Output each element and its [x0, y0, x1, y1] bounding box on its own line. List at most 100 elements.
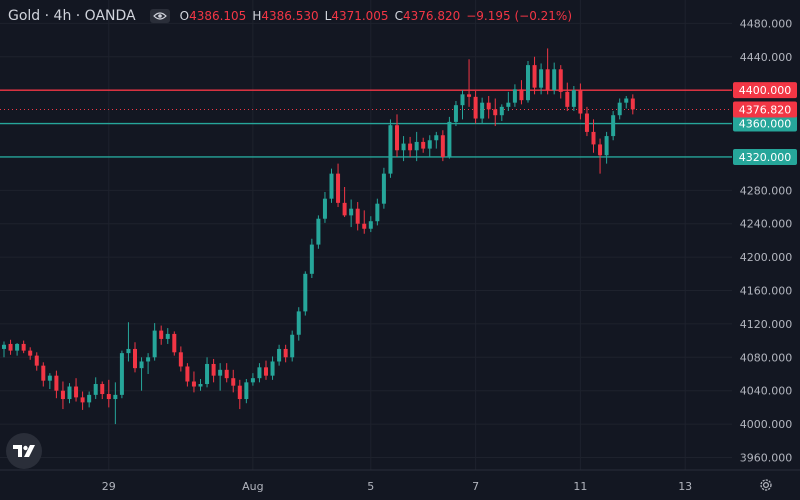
price-badges: 4400.000 4360.000 4320.000 4376.820: [733, 82, 797, 165]
ohlc-values: O 4386.105 H 4386.530 L 4371.005 C 4376.820 …: [180, 9, 572, 23]
candle-up: [349, 208, 354, 216]
candle-down: [591, 131, 596, 145]
time-tick-label: Aug: [242, 480, 263, 493]
candle-up: [47, 375, 52, 381]
candle-down: [224, 369, 229, 379]
candle-up: [113, 394, 118, 400]
candle-down: [8, 343, 13, 351]
high-value: 4386.530: [261, 9, 319, 23]
low-label: L: [324, 9, 332, 23]
level-price-badge-background: [733, 115, 797, 132]
candle-down: [362, 223, 367, 229]
candle-down: [34, 355, 39, 366]
candle-down: [172, 333, 177, 353]
candle-up: [93, 384, 98, 395]
close-label: C: [394, 9, 403, 23]
price-tick-label: 4120.000: [740, 318, 793, 331]
candle-up: [526, 65, 530, 101]
candle-down: [584, 113, 589, 132]
candle-down: [408, 143, 413, 151]
candle-up: [198, 384, 203, 387]
candle-down: [545, 69, 550, 91]
candle-down: [558, 69, 563, 92]
candle-down: [493, 109, 498, 116]
grid: [0, 0, 732, 470]
candle-up: [453, 105, 458, 122]
candle-down: [440, 135, 445, 157]
price-tick-label: 4040.000: [740, 385, 793, 398]
candle-up: [244, 382, 249, 400]
candle-down: [41, 365, 46, 381]
horizontal-levels[interactable]: [0, 89, 732, 158]
candle-up: [119, 353, 124, 395]
candle-up: [414, 141, 419, 151]
candle-up: [427, 140, 432, 149]
candle-up: [368, 221, 373, 229]
candle-down: [532, 65, 537, 88]
candle-down: [21, 343, 26, 351]
candle-up: [506, 102, 511, 107]
candle-down: [178, 352, 183, 367]
candle-up: [139, 361, 144, 369]
candle-down: [467, 94, 472, 97]
candle-up: [611, 115, 616, 137]
candle-down: [28, 350, 33, 356]
price-tick-label: 4200.000: [740, 251, 793, 264]
candle-down: [519, 89, 524, 101]
level-price-badge: 4360.000: [739, 118, 792, 131]
candle-up: [512, 89, 517, 103]
candle-down: [578, 90, 583, 114]
candle-up: [250, 378, 255, 383]
candle-down: [630, 98, 635, 110]
time-axis[interactable]: [0, 470, 800, 500]
candle-down: [565, 91, 570, 107]
candle-down: [342, 202, 347, 216]
symbol-title[interactable]: Gold · 4h · OANDA: [8, 8, 136, 24]
candle-down: [80, 397, 85, 403]
open-value: 4386.105: [189, 9, 247, 23]
candle-up: [316, 218, 321, 245]
time-tick-label: 29: [102, 480, 116, 493]
candles: [2, 48, 635, 425]
candle-up: [257, 367, 262, 379]
candle-up: [67, 386, 72, 400]
candle-down: [355, 208, 360, 224]
candle-up: [15, 343, 20, 351]
open-label: O: [179, 9, 190, 23]
candle-down: [191, 381, 196, 387]
candle-up: [375, 203, 380, 222]
time-tick-label: 13: [678, 480, 692, 493]
tradingview-logo-icon[interactable]: [6, 433, 42, 469]
candle-up: [87, 394, 92, 403]
candle-down: [74, 386, 79, 398]
time-axis-labels: 29 Aug 5 7 11 13: [102, 480, 692, 493]
candle-down: [283, 348, 288, 358]
price-tick-label: 4480.000: [740, 17, 793, 30]
candle-up: [152, 330, 157, 358]
candle-up: [309, 244, 314, 274]
candle-down: [336, 173, 341, 203]
candle-up: [552, 69, 557, 91]
candle-up: [218, 369, 223, 376]
candle-up: [303, 273, 308, 312]
candle-up: [290, 334, 295, 358]
candle-up: [460, 94, 465, 106]
price-tick-label: 4280.000: [740, 184, 793, 197]
candle-up: [165, 333, 170, 339]
candle-up: [401, 143, 406, 151]
candle-up: [447, 121, 452, 157]
high-label: H: [252, 9, 262, 23]
candle-up: [539, 69, 544, 88]
candle-up: [571, 90, 576, 107]
candle-up: [480, 102, 485, 119]
candle-down: [211, 363, 216, 376]
candle-down: [100, 384, 105, 395]
candle-down: [395, 125, 399, 151]
gear-icon[interactable]: [758, 477, 774, 493]
candle-up: [434, 135, 439, 141]
candle-down: [264, 367, 268, 376]
candle-up: [617, 102, 622, 116]
eye-icon[interactable]: [149, 9, 170, 23]
